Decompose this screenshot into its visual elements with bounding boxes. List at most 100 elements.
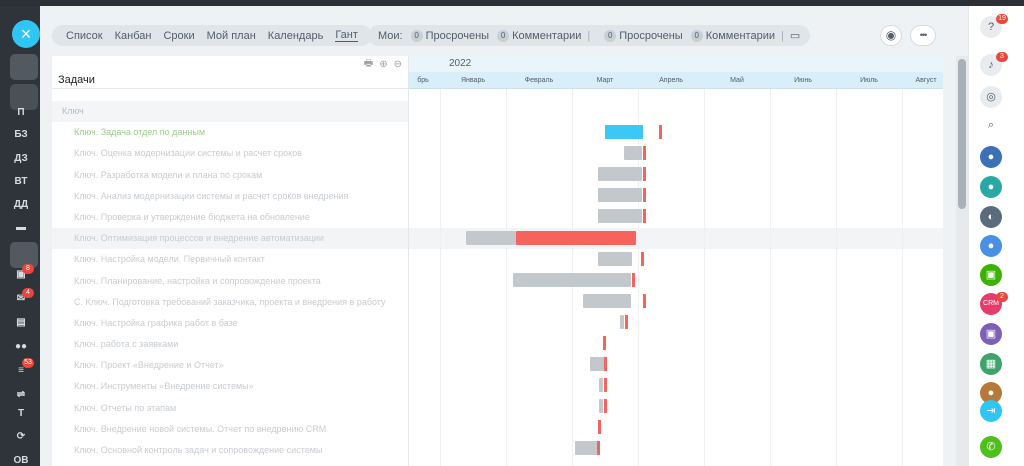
sync-icon[interactable]: ⟳ — [16, 431, 26, 442]
gantt-bar[interactable] — [598, 209, 642, 223]
more-button[interactable]: ••• — [910, 25, 936, 46]
gantt-bar[interactable] — [620, 315, 624, 329]
task-row[interactable]: Ключ. Анализ модернизации системы и расч… — [74, 190, 349, 201]
gantt-bar[interactable] — [590, 357, 604, 371]
menu-item-vt[interactable]: ВТ — [14, 176, 28, 187]
month-label: брь — [417, 77, 429, 84]
robot-icon[interactable]: ◉ — [880, 25, 902, 46]
flow-icon[interactable] — [10, 242, 38, 268]
gantt-bar[interactable] — [466, 231, 516, 245]
chat-badge: 8 — [22, 264, 34, 274]
deadline-marker — [643, 294, 646, 308]
group-row[interactable]: Ключ — [52, 101, 408, 123]
deadline-marker — [604, 378, 607, 392]
task-row[interactable]: Ключ. Внедрение новой системы. Отчет по … — [74, 423, 327, 434]
spacer — [52, 89, 408, 101]
task-row[interactable]: Ключ. Инструменты «Внедрение системы» — [74, 381, 254, 392]
month-label: Август — [915, 77, 937, 84]
task-row[interactable]: Ключ. Оптимизация процессов и внедрение … — [52, 228, 408, 250]
print-icon[interactable]: 🖶 — [363, 57, 374, 69]
deadline-marker — [659, 125, 662, 139]
grid-line — [704, 89, 705, 466]
mail-icon[interactable]: ✉ — [16, 293, 26, 304]
menu-item-bz[interactable]: БЗ — [14, 129, 28, 140]
chat-read-icon[interactable]: ▭ — [789, 30, 801, 42]
gantt-bar[interactable] — [598, 188, 642, 202]
zoom-in-icon[interactable]: ⊕ — [379, 58, 388, 70]
search-icon[interactable]: ⌕ — [987, 119, 995, 131]
task-row[interactable]: Ключ. Оценка модернизации системы и расч… — [74, 148, 303, 159]
gantt-bar[interactable] — [598, 167, 642, 181]
tab-gantt[interactable]: Гант — [335, 29, 358, 42]
grid-line — [770, 89, 771, 466]
menu-item-ov[interactable]: ОВ — [13, 455, 29, 466]
gantt-bar[interactable] — [599, 378, 603, 392]
counter-comments-2[interactable]: Комментарии — [705, 29, 775, 42]
avatar[interactable]: ◐ — [980, 206, 1002, 228]
filter-badge: 53 — [22, 358, 34, 368]
counters-label: Мои: — [378, 29, 403, 42]
timeline-icon[interactable]: ◎ — [980, 86, 1002, 108]
group-icon[interactable]: ● — [980, 176, 1002, 198]
deadline-marker — [641, 252, 644, 266]
task-row[interactable]: Ключ. работа с заявками — [74, 339, 179, 350]
settings-icon[interactable]: ⇌ — [16, 389, 26, 400]
train-icon[interactable]: ▬ — [16, 222, 26, 233]
menu-item-dz[interactable]: ДЗ — [14, 153, 28, 164]
counter-overdue[interactable]: Просрочены — [425, 29, 490, 42]
task-row[interactable]: Ключ. Основной контроль задач и сопровож… — [74, 445, 323, 455]
gantt-bar-overdue[interactable] — [516, 231, 636, 245]
divider: | — [781, 29, 784, 42]
task-row[interactable]: Ключ. Разработка модели и плана по срока… — [74, 169, 263, 180]
gantt-bar[interactable] — [605, 125, 643, 139]
gantt-bar[interactable] — [583, 294, 631, 308]
users-icon[interactable]: ● — [980, 235, 1002, 257]
group-chat-icon[interactable]: ● — [980, 146, 1002, 168]
task-row[interactable]: С. Ключ. Подготовка требований заказчика… — [74, 296, 386, 307]
task-row[interactable]: Ключ. Настройка графика работ в базе — [74, 317, 238, 328]
divider: | — [587, 29, 591, 42]
close-icon[interactable]: × — [12, 20, 40, 48]
calendar-icon[interactable]: ▤ — [16, 317, 26, 328]
gantt-bar[interactable] — [599, 399, 603, 413]
menu-item-dd[interactable]: ДД — [13, 199, 29, 210]
task-row[interactable]: Ключ. Планирование, настройка и сопровож… — [74, 275, 321, 286]
zoom-out-icon[interactable]: ⊖ — [393, 58, 402, 70]
chat-icon[interactable]: ▣ — [16, 269, 26, 280]
team-icon[interactable]: ●● — [14, 341, 28, 352]
open-external-icon[interactable] — [10, 54, 38, 80]
tab-deadlines[interactable]: Сроки — [163, 29, 195, 42]
scrollbar-thumb[interactable] — [958, 59, 966, 209]
menu-item-p[interactable]: П — [17, 107, 25, 118]
task-row[interactable]: Ключ. Настройка модели. Первичный контак… — [74, 254, 265, 265]
gantt-bar[interactable] — [598, 252, 632, 266]
task-row[interactable]: Ключ. Проект «Внедрение и Отчет» — [74, 360, 224, 371]
vertical-scrollbar[interactable] — [956, 56, 968, 466]
counter-overdue-2[interactable]: Просрочены — [619, 29, 683, 42]
private-lock-icon[interactable]: ▣ — [980, 323, 1002, 345]
gantt-bar[interactable] — [513, 273, 631, 287]
counter-comments[interactable]: Комментарии — [512, 29, 582, 42]
transfer-icon[interactable]: ⇥ — [980, 400, 1002, 422]
counter-value: 0 — [604, 29, 617, 42]
lock-icon[interactable]: ▣ — [980, 264, 1002, 286]
calendar-app-icon[interactable]: ▦ — [980, 353, 1002, 375]
profile-icon[interactable]: ● — [980, 382, 1002, 404]
menu-item-t[interactable]: Т — [17, 408, 25, 419]
link-icon[interactable] — [10, 84, 38, 110]
tab-list[interactable]: Список — [66, 29, 103, 42]
tab-calendar[interactable]: Календарь — [267, 29, 324, 42]
tab-kanban[interactable]: Канбан — [114, 29, 152, 42]
task-row[interactable]: Ключ. Проверка и утверждение бюджета на … — [74, 211, 310, 222]
deadline-marker — [643, 167, 646, 181]
filter-icon[interactable]: ≡ — [18, 365, 24, 376]
gantt-bar[interactable] — [575, 441, 597, 455]
tab-my-plan[interactable]: Мой план — [206, 29, 256, 42]
gantt-panel: 🖶 ⊕ ⊖ Задачи Ключ Ключ. Задача отдел по … — [52, 56, 943, 466]
task-row[interactable]: Ключ. Задача отдел по данным — [74, 127, 206, 138]
deadline-marker — [643, 188, 646, 202]
task-row[interactable]: Ключ. Отчеты по этапам — [74, 402, 177, 413]
phone-icon[interactable]: ✆ — [980, 436, 1002, 458]
month-label: Февраль — [524, 77, 554, 84]
gantt-bar[interactable] — [624, 146, 642, 160]
